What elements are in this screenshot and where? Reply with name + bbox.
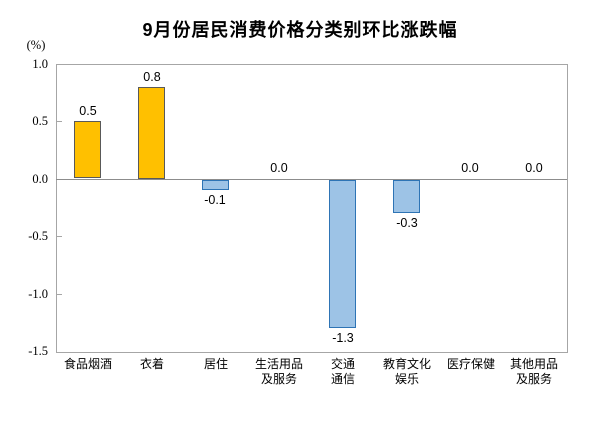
bar-value-label: 0.5	[79, 104, 97, 118]
y-axis-unit-label: (%)	[26, 38, 46, 52]
y-tick-label: 0.5	[32, 114, 48, 129]
x-category-label: 其他用品 及服务	[509, 357, 558, 386]
x-category-label: 医疗保健	[446, 357, 495, 371]
y-tick-label: -0.5	[28, 229, 48, 244]
bar-value-label: -0.3	[396, 216, 418, 230]
x-category-label: 生活用品 及服务	[254, 357, 303, 386]
y-tick-mark	[57, 121, 62, 122]
bar	[329, 180, 356, 328]
y-tick-label: -1.0	[28, 286, 48, 301]
x-category-label: 食品烟酒	[63, 357, 112, 371]
bar-value-label: 0.8	[143, 70, 161, 84]
bar-value-label: -1.3	[332, 331, 354, 345]
y-tick-label: 1.0	[32, 57, 48, 71]
bar-value-label: -0.1	[204, 193, 226, 207]
bar	[393, 180, 420, 213]
y-tick-mark	[57, 236, 62, 237]
bar	[138, 87, 165, 179]
y-tick-label: 0.0	[32, 171, 48, 186]
y-tick-label: -1.5	[28, 344, 48, 358]
chart-title: 9月份居民消费价格分类别环比涨跌幅	[142, 20, 458, 40]
bar-value-label: 0.0	[270, 161, 288, 175]
zero-line	[56, 179, 567, 180]
x-category-label: 衣着	[139, 357, 164, 371]
bar-value-label: 0.0	[525, 161, 543, 175]
bar	[74, 121, 101, 178]
x-category-label: 居住	[203, 357, 228, 371]
x-category-label: 教育文化 娱乐	[382, 357, 431, 386]
bar	[202, 180, 229, 190]
y-tick-mark	[57, 294, 62, 295]
bar-value-label: 0.0	[461, 161, 479, 175]
plot-area	[56, 64, 568, 353]
x-category-label: 交通 通信	[330, 357, 355, 386]
